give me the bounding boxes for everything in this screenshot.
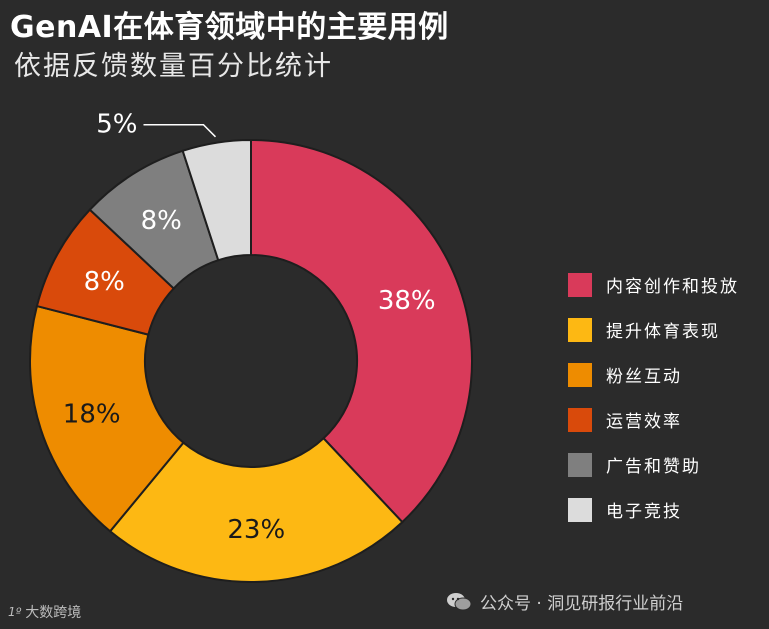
legend-label: 广告和赞助 — [606, 457, 701, 477]
watermark: 公众号 · 洞见研报行业前沿 — [446, 589, 683, 614]
slice-label: 8% — [141, 206, 182, 236]
logo-mark: 1º — [8, 605, 22, 619]
brand-logo: 1º 大数跨境 — [8, 602, 81, 622]
wechat-icon — [447, 592, 472, 610]
donut-slice — [181, 138, 252, 262]
legend-item: 广告和赞助 — [568, 442, 739, 487]
slice-label: 38% — [378, 286, 436, 316]
legend-item: 内容创作和投放 — [568, 262, 739, 307]
legend-item: 提升体育表现 — [568, 307, 739, 352]
legend-label: 内容创作和投放 — [606, 277, 739, 297]
legend-item: 电子竞技 — [568, 487, 739, 532]
logo-text: 大数跨境 — [25, 605, 82, 621]
slice-label: 8% — [84, 267, 125, 297]
legend-label: 运营效率 — [606, 412, 682, 432]
donut-slice — [250, 138, 473, 524]
chart-subtitle: 依据反馈数量百分比统计 — [14, 51, 333, 82]
watermark-text: 公众号 · 洞见研报行业前沿 — [480, 594, 684, 614]
leader-line — [143, 124, 217, 138]
legend-item: 运营效率 — [568, 397, 739, 442]
legend-swatch — [568, 407, 592, 432]
chart-legend: 内容创作和投放 提升体育表现 粉丝互动 运营效率 广告和赞助 电子竞技 — [568, 262, 739, 532]
legend-label: 提升体育表现 — [606, 322, 720, 342]
legend-label: 电子竞技 — [606, 502, 682, 522]
donut-slice — [108, 436, 404, 583]
legend-swatch — [568, 452, 592, 477]
chart-title: GenAI在体育领域中的主要用例 — [10, 10, 449, 45]
legend-swatch — [568, 317, 592, 342]
legend-label: 粉丝互动 — [606, 367, 682, 387]
legend-swatch — [568, 362, 592, 387]
donut-slice — [29, 304, 185, 533]
slice-label: 23% — [227, 515, 285, 545]
slice-label: 5% — [96, 109, 137, 139]
legend-swatch — [568, 272, 592, 297]
legend-item: 粉丝互动 — [568, 352, 739, 397]
legend-swatch — [568, 497, 592, 522]
slice-label: 18% — [63, 399, 121, 429]
